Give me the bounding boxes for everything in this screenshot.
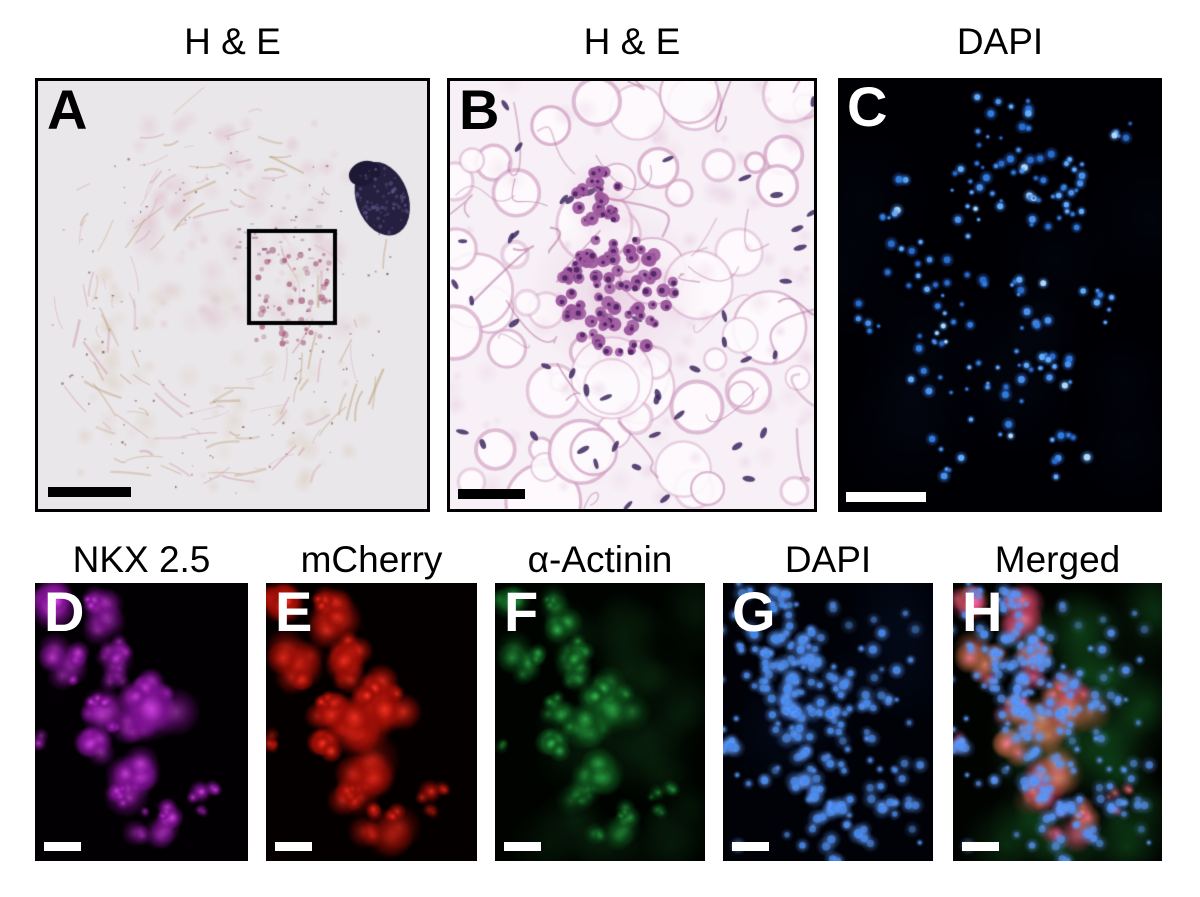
title-h-and-e-low-mag: H & E [184, 21, 281, 62]
panel-b-letter: B [459, 78, 500, 141]
title-mcherry: mCherry [300, 539, 443, 580]
panel-d-nkx25: D [35, 583, 248, 861]
panel-c-micrograph [838, 78, 1162, 512]
panel-a-scalebar [48, 487, 131, 497]
panel-g-letter: G [732, 583, 776, 643]
panel-c-letter: C [847, 78, 888, 138]
panel-g-dapi: G [723, 583, 933, 861]
panel-f-micrograph [495, 583, 705, 861]
panel-b-scalebar [458, 489, 525, 499]
panel-h-micrograph [953, 583, 1162, 861]
panel-a-micrograph [38, 81, 427, 509]
panel-a-he-whole-section: A [35, 78, 430, 512]
panel-b-he-high-mag: B [447, 78, 817, 512]
title-dapi-channel: DAPI [784, 539, 872, 580]
panel-e-scalebar [275, 842, 312, 851]
title-h-and-e-high-mag: H & E [583, 21, 681, 62]
title-alpha-actinin: α-Actinin [527, 539, 673, 580]
panel-b-micrograph [450, 81, 814, 509]
panel-d-scalebar [44, 842, 81, 851]
panel-f-alpha-actinin: F [495, 583, 705, 861]
panel-d-letter: D [44, 583, 85, 643]
panel-g-scalebar [732, 842, 769, 851]
panel-h-scalebar [962, 842, 999, 851]
title-nkx25: NKX 2.5 [72, 539, 211, 580]
panel-f-scalebar [504, 842, 541, 851]
panel-e-micrograph [266, 583, 477, 861]
title-merged: Merged [994, 539, 1121, 580]
panel-h-merged: H [953, 583, 1162, 861]
panel-e-mcherry: E [266, 583, 477, 861]
panel-e-letter: E [275, 583, 313, 643]
panel-c-scalebar [846, 492, 926, 502]
panel-f-letter: F [504, 583, 539, 643]
panel-d-micrograph [35, 583, 248, 861]
panel-h-letter: H [962, 583, 1003, 643]
panel-c-dapi-wide: C [838, 78, 1162, 512]
title-dapi-wide: DAPI [956, 21, 1044, 62]
panel-a-letter: A [47, 78, 88, 141]
panel-g-micrograph [723, 583, 933, 861]
